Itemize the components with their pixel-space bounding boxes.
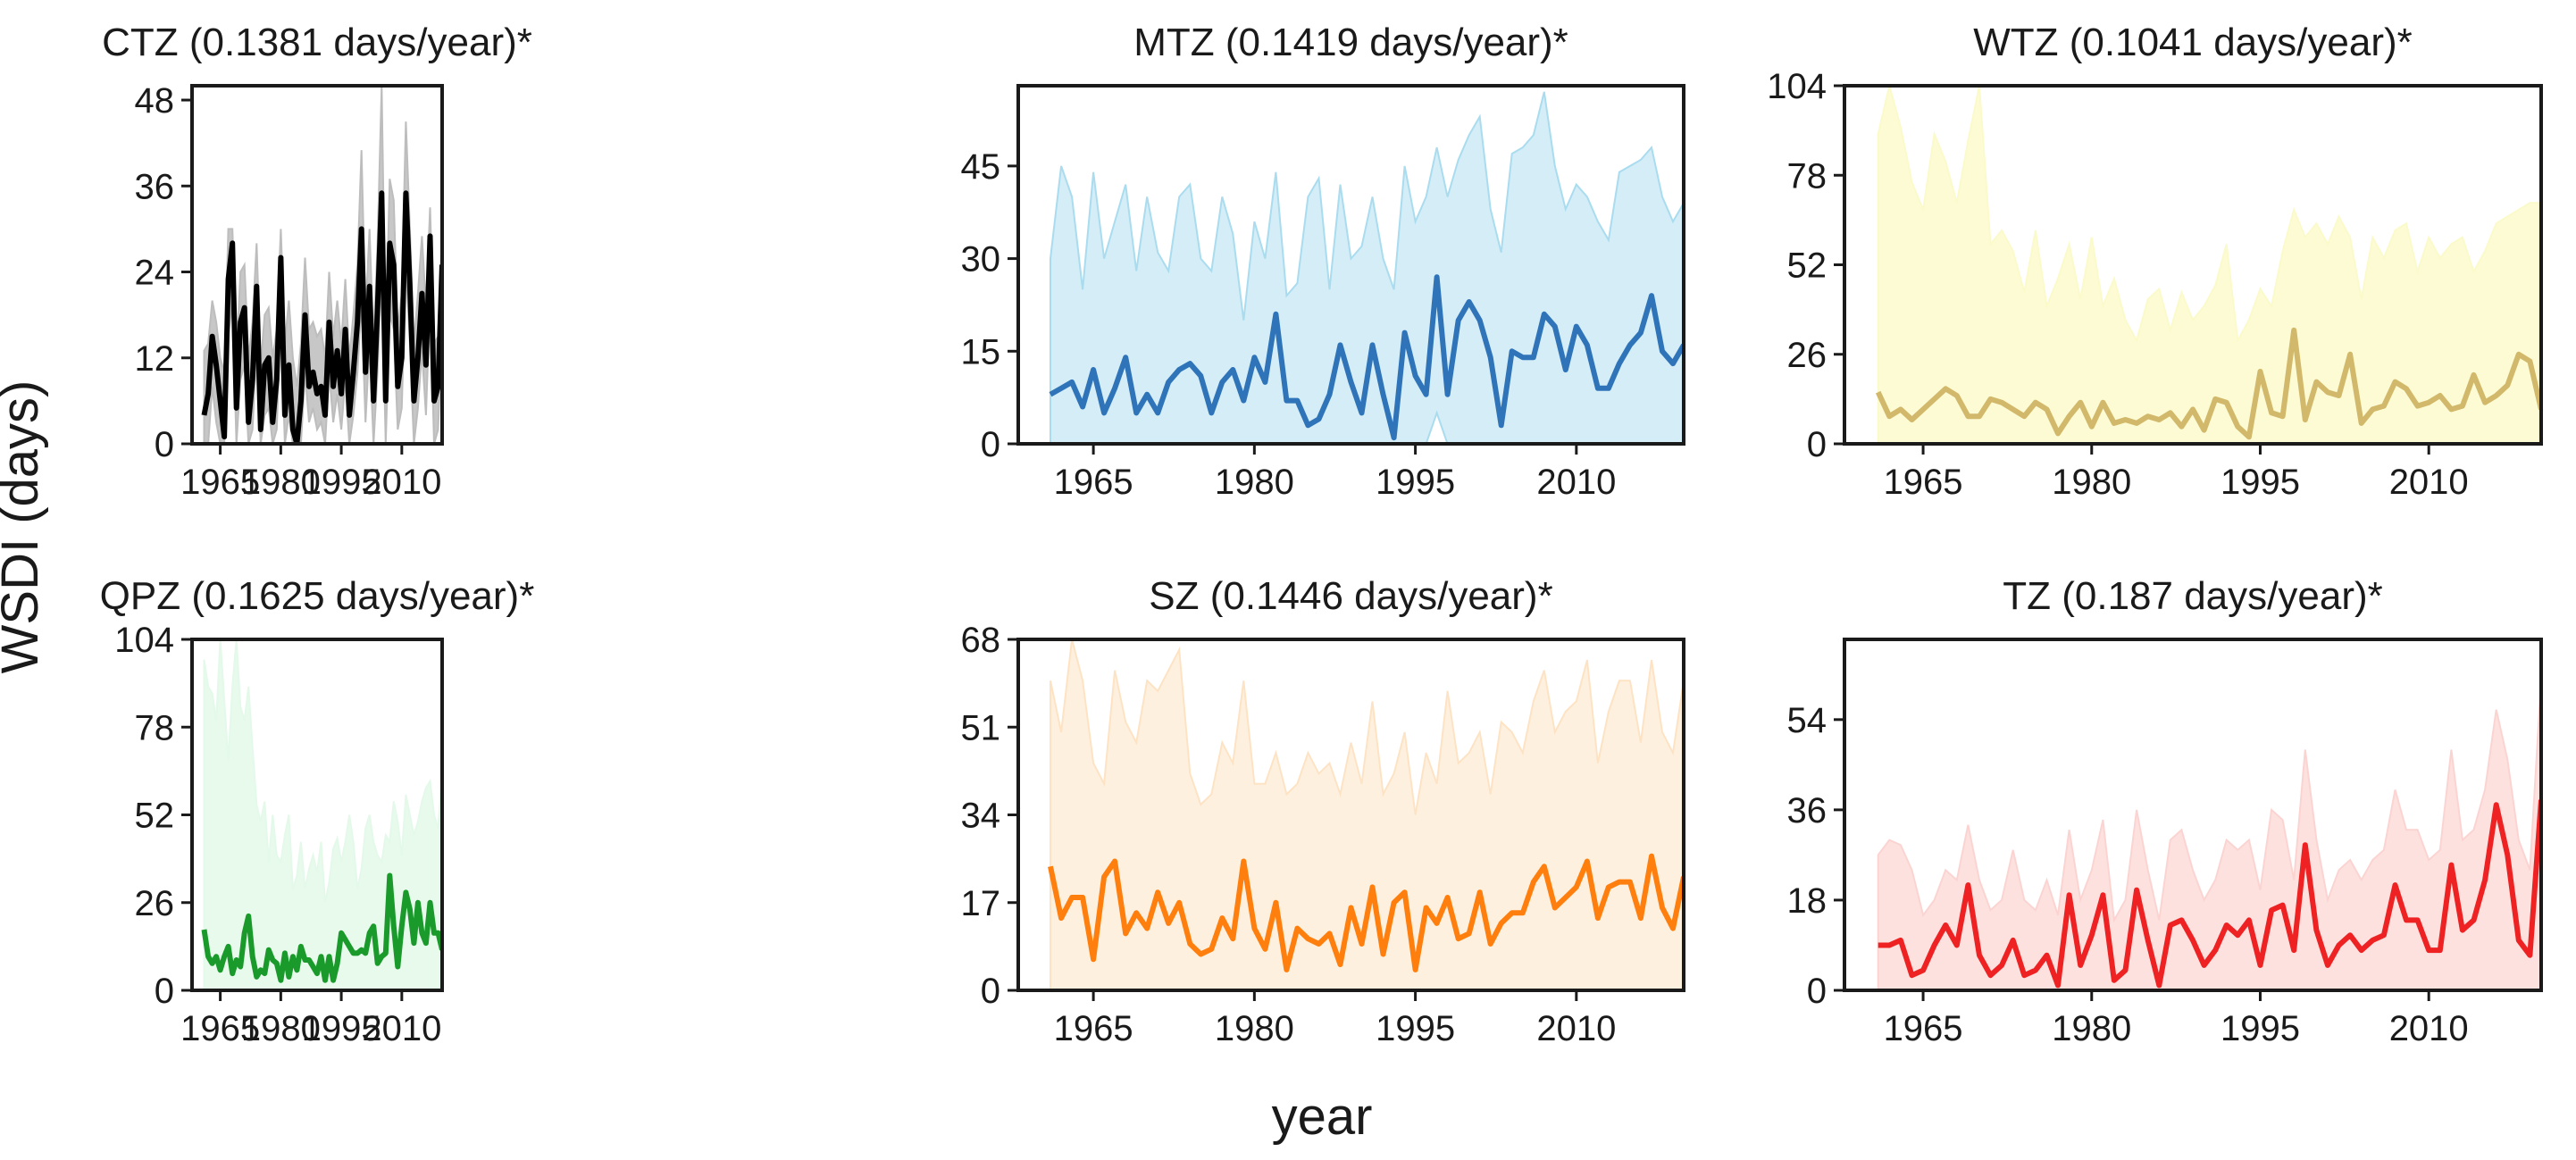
x-tick-label: 1995 — [1376, 463, 1455, 502]
axes-frame — [1016, 84, 1685, 446]
x-tick-label: 1965 — [1884, 1009, 1963, 1048]
y-tick-label: 18 — [1787, 881, 1827, 921]
y-tick-label: 54 — [1787, 701, 1827, 740]
x-tick-label: 2010 — [1536, 1009, 1616, 1048]
y-tick-label: 34 — [961, 797, 1001, 836]
x-tick-label: 1995 — [1376, 1009, 1455, 1048]
panel-title: QPZ (0.1625 days/year)* — [100, 574, 535, 618]
x-tick-label: 1965 — [1884, 463, 1963, 502]
y-tick-label: 30 — [961, 240, 1001, 280]
x-tick-label: 1995 — [2221, 1009, 2300, 1048]
x-tick-label: 1965 — [1054, 1009, 1133, 1048]
x-tick-label: 2010 — [2389, 1009, 2469, 1048]
y-tick-label: 48 — [135, 81, 175, 121]
x-tick-label: 1965 — [180, 1009, 260, 1048]
series-line — [1049, 274, 1684, 441]
y-tick-label: 78 — [1787, 156, 1827, 196]
y-tick-label: 0 — [981, 425, 1000, 464]
y-tick-label: 0 — [1807, 425, 1827, 464]
x-tick-label: 1995 — [2221, 463, 2300, 502]
axes-frame — [1843, 638, 2543, 992]
x-tick-label: 1980 — [2052, 1009, 2131, 1048]
uncertainty-band — [203, 639, 442, 990]
y-tick-label: 0 — [981, 972, 1000, 1011]
x-tick-label: 1980 — [241, 463, 321, 502]
x-tick-label: 2010 — [1536, 463, 1616, 502]
series-line — [201, 872, 442, 983]
x-tick-label: 2010 — [362, 463, 441, 502]
x-tick-label: 1980 — [1215, 1009, 1294, 1048]
panel-4: 1965 1980 1995 2010 0 17 34 51 68 SZ (0.1446 days… — [961, 574, 1685, 1048]
y-tick-label: 78 — [135, 708, 175, 747]
x-tick-label: 1965 — [1054, 463, 1133, 502]
panel-title: WTZ (0.1041 days/year)* — [1973, 21, 2413, 64]
panel-2: 1965 1980 1995 2010 0 26 52 78 104 WTZ (0.1041 da… — [1767, 21, 2543, 502]
y-tick-label: 12 — [135, 339, 175, 379]
panel-title: CTZ (0.1381 days/year)* — [102, 21, 532, 64]
x-tick-label: 1980 — [1215, 463, 1294, 502]
panel-5: 1965 1980 1995 2010 0 18 36 54 TZ (0.187 days/ye… — [1787, 574, 2543, 1048]
series-line — [1878, 799, 2541, 989]
y-tick-label: 68 — [961, 621, 1001, 660]
y-tick-label: 52 — [135, 797, 175, 836]
y-tick-label: 26 — [135, 884, 175, 923]
y-tick-label: 0 — [155, 972, 174, 1011]
figure-ylabel: WSDI (days) — [0, 380, 49, 674]
y-tick-label: 0 — [155, 425, 174, 464]
y-tick-label: 52 — [1787, 246, 1827, 286]
x-tick-label: 2010 — [2389, 463, 2469, 502]
y-tick-label: 36 — [1787, 791, 1827, 830]
panel-title: SZ (0.1446 days/year)* — [1149, 574, 1552, 618]
series-line — [201, 190, 442, 444]
panel-1: 1965 1980 1995 2010 0 15 30 45 MTZ (0.1419 days/… — [961, 21, 1685, 502]
uncertainty-band — [1877, 86, 2541, 444]
x-tick-label: 1995 — [302, 1009, 381, 1048]
axes-frame — [190, 84, 444, 446]
y-tick-label: 51 — [961, 708, 1001, 747]
y-tick-label: 24 — [135, 254, 175, 293]
y-tick-label: 15 — [961, 332, 1001, 371]
figure-xlabel: year — [1272, 1088, 1373, 1146]
x-tick-label: 1995 — [302, 463, 381, 502]
y-tick-label: 45 — [961, 147, 1001, 187]
y-tick-label: 36 — [135, 167, 175, 206]
x-tick-label: 2010 — [362, 1009, 441, 1048]
panel-title: TZ (0.187 days/year)* — [2003, 574, 2383, 618]
y-tick-label: 104 — [1767, 67, 1827, 106]
x-tick-label: 1965 — [180, 463, 260, 502]
uncertainty-band — [1877, 679, 2541, 990]
y-tick-label: 26 — [1787, 336, 1827, 375]
x-tick-label: 1980 — [241, 1009, 321, 1048]
y-tick-label: 104 — [114, 621, 174, 660]
x-tick-label: 1980 — [2052, 463, 2131, 502]
panel-title: MTZ (0.1419 days/year)* — [1133, 21, 1568, 64]
series-line — [1048, 853, 1684, 972]
uncertainty-band — [1050, 639, 1684, 990]
series-line — [1875, 327, 2541, 440]
y-tick-label: 0 — [1807, 972, 1827, 1011]
y-tick-label: 17 — [961, 884, 1001, 923]
